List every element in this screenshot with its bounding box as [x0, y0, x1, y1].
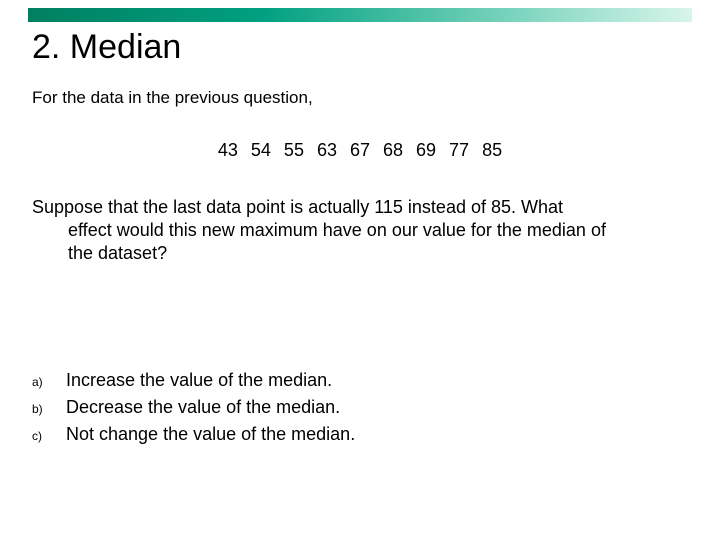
option-label: a)	[32, 375, 66, 389]
option-text: Decrease the value of the median.	[66, 397, 340, 418]
option-label: c)	[32, 429, 66, 443]
question-text: Suppose that the last data point is actu…	[32, 196, 672, 265]
option-b: b) Decrease the value of the median.	[32, 397, 672, 418]
option-text: Increase the value of the median.	[66, 370, 332, 391]
question-line: effect would this new maximum have on ou…	[32, 219, 672, 242]
option-c: c) Not change the value of the median.	[32, 424, 672, 445]
data-values: 43 54 55 63 67 68 69 77 85	[0, 140, 720, 161]
question-line: Suppose that the last data point is actu…	[32, 196, 672, 219]
option-a: a) Increase the value of the median.	[32, 370, 672, 391]
options-list: a) Increase the value of the median. b) …	[32, 370, 672, 451]
slide: 2. Median For the data in the previous q…	[0, 0, 720, 540]
option-label: b)	[32, 402, 66, 416]
question-line: the dataset?	[32, 242, 672, 265]
option-text: Not change the value of the median.	[66, 424, 355, 445]
title-accent-bar	[28, 8, 692, 22]
intro-text: For the data in the previous question,	[32, 88, 680, 108]
slide-title: 2. Median	[32, 28, 181, 67]
